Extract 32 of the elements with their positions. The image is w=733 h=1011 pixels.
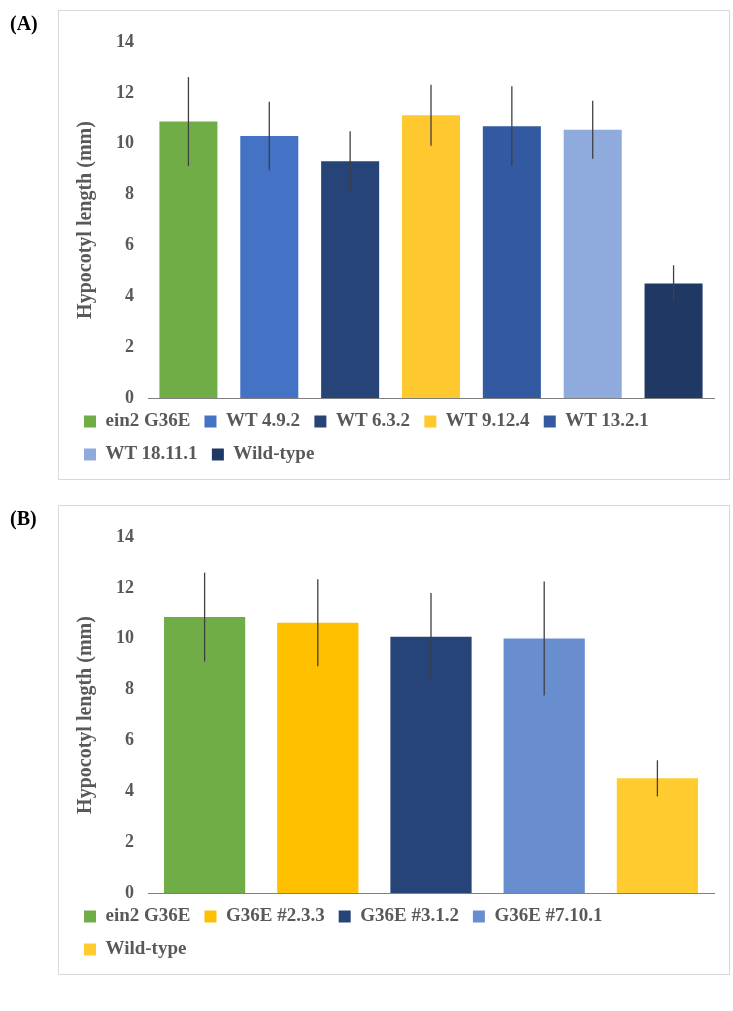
legend-label: G36E #7.10.1: [494, 904, 603, 926]
legend-label: G36E #3.1.2: [360, 904, 459, 926]
y-tick-label: 6: [125, 729, 134, 750]
legend-label: WT 13.2.1: [565, 409, 649, 431]
y-tick-label: 14: [116, 30, 134, 51]
legend-label: WT 9.12.4: [445, 409, 530, 431]
chart-title: (A): [10, 12, 38, 35]
y-tick-label: 12: [116, 81, 134, 102]
legend-label: ein2 G36E: [105, 409, 191, 431]
legend-label: ein2 G36E: [105, 904, 191, 926]
y-tick-label: 8: [125, 183, 134, 204]
y-tick-label: 0: [125, 881, 134, 902]
y-tick-label: 14: [116, 525, 134, 546]
y-axis-title: Hypocotyl length (mm): [73, 121, 97, 319]
legend-label: WT 18.11.1: [105, 442, 198, 464]
legend-label: G36E #2.3.3: [225, 904, 325, 926]
y-axis-title: Hypocotyl length (mm): [73, 616, 97, 814]
y-tick-label: 4: [125, 284, 134, 305]
legend-label: Wild-type: [105, 937, 187, 959]
y-tick-label: 4: [125, 779, 134, 800]
y-tick-label: 2: [125, 830, 134, 851]
legend-label: WT 6.3.2: [335, 409, 410, 431]
y-tick-label: 10: [116, 627, 134, 648]
y-tick-label: 0: [125, 386, 134, 407]
y-tick-label: 6: [125, 234, 134, 255]
legend-label: WT 4.9.2: [225, 409, 301, 431]
y-tick-label: 10: [116, 132, 134, 153]
y-tick-label: 12: [116, 576, 134, 597]
legend-label: Wild-type: [233, 442, 315, 464]
y-tick-label: 2: [125, 335, 134, 356]
chart-title: (B): [10, 507, 37, 530]
y-tick-label: 8: [125, 678, 134, 699]
